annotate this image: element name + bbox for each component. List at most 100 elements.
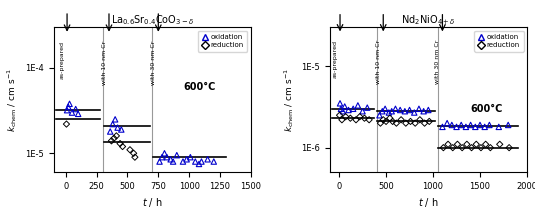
Point bbox=[113, 126, 122, 129]
Point bbox=[401, 110, 409, 113]
Text: with 10 nm Cr: with 10 nm Cr bbox=[102, 41, 106, 85]
Point bbox=[196, 180, 204, 183]
Point bbox=[172, 154, 181, 157]
Point bbox=[504, 123, 513, 127]
Point bbox=[448, 146, 457, 149]
Point bbox=[406, 120, 415, 123]
Point bbox=[157, 177, 165, 181]
Point bbox=[107, 139, 116, 143]
Point bbox=[411, 121, 419, 125]
Point bbox=[388, 120, 397, 123]
Point bbox=[376, 121, 385, 125]
Point bbox=[397, 118, 406, 121]
Text: as-prepared: as-prepared bbox=[333, 40, 338, 78]
Title: Nd$_2$NiO$_{4+\delta}$: Nd$_2$NiO$_{4+\delta}$ bbox=[401, 13, 456, 27]
Point bbox=[485, 123, 494, 127]
Point bbox=[111, 118, 119, 121]
Legend: oxidation, reduction: oxidation, reduction bbox=[475, 31, 524, 52]
Point bbox=[458, 146, 467, 149]
Point bbox=[406, 108, 414, 112]
Point bbox=[480, 125, 489, 129]
Point bbox=[131, 155, 139, 159]
Point bbox=[155, 160, 164, 163]
Point bbox=[158, 155, 166, 159]
Point bbox=[64, 105, 73, 109]
Point bbox=[452, 125, 461, 129]
Point bbox=[162, 176, 170, 179]
Point bbox=[453, 143, 462, 146]
Point bbox=[198, 179, 207, 182]
Point bbox=[159, 179, 167, 182]
Point bbox=[448, 123, 456, 127]
Point bbox=[421, 121, 429, 125]
Point bbox=[68, 111, 77, 114]
Point bbox=[164, 177, 172, 181]
Point bbox=[112, 134, 121, 138]
Point bbox=[443, 121, 452, 125]
Point bbox=[192, 177, 201, 181]
Point bbox=[344, 108, 353, 112]
Text: with 30 nm Cr: with 30 nm Cr bbox=[435, 40, 440, 84]
Point bbox=[415, 107, 423, 110]
Point bbox=[210, 160, 218, 163]
Point bbox=[346, 117, 355, 120]
Point bbox=[401, 121, 410, 125]
Point bbox=[339, 110, 347, 113]
Text: with 10 nm Cr: with 10 nm Cr bbox=[376, 40, 381, 84]
Point bbox=[439, 146, 448, 149]
Point bbox=[382, 120, 391, 123]
Point bbox=[444, 143, 453, 146]
Point bbox=[467, 123, 475, 127]
Point bbox=[495, 143, 504, 146]
Point bbox=[387, 110, 396, 113]
Text: as-prepared: as-prepared bbox=[60, 41, 65, 79]
Point bbox=[505, 146, 514, 149]
Point bbox=[109, 122, 117, 126]
Point bbox=[336, 102, 345, 105]
Point bbox=[71, 107, 80, 111]
Point bbox=[365, 118, 373, 121]
Point bbox=[186, 155, 195, 159]
Point bbox=[211, 179, 219, 182]
Point bbox=[169, 160, 178, 163]
Point bbox=[457, 123, 465, 127]
Point bbox=[184, 179, 192, 182]
Point bbox=[381, 107, 389, 110]
Point bbox=[341, 115, 350, 118]
Point bbox=[462, 125, 470, 129]
Point bbox=[358, 110, 367, 113]
X-axis label: $t$ / h: $t$ / h bbox=[142, 197, 163, 210]
Point bbox=[386, 117, 394, 120]
Point bbox=[180, 177, 188, 181]
Point bbox=[167, 178, 176, 181]
Title: La$_{0.6}$Sr$_{0.4}$CoO$_{3-\delta}$: La$_{0.6}$Sr$_{0.4}$CoO$_{3-\delta}$ bbox=[111, 13, 194, 27]
Point bbox=[110, 136, 118, 140]
Point bbox=[129, 152, 138, 155]
Point bbox=[187, 178, 196, 181]
Point bbox=[385, 111, 393, 114]
Point bbox=[204, 177, 213, 181]
Point bbox=[179, 160, 187, 163]
Point bbox=[197, 160, 206, 163]
Text: 600°C: 600°C bbox=[471, 104, 503, 114]
Point bbox=[471, 125, 479, 129]
Point bbox=[163, 155, 171, 159]
Point bbox=[340, 105, 349, 108]
Point bbox=[477, 146, 485, 149]
Point bbox=[195, 162, 203, 166]
Point bbox=[396, 108, 404, 112]
Point bbox=[338, 118, 346, 121]
Point bbox=[182, 158, 191, 161]
Point bbox=[419, 110, 428, 113]
Point bbox=[355, 115, 364, 118]
Point bbox=[337, 107, 345, 110]
Point bbox=[425, 120, 433, 123]
Point bbox=[463, 143, 471, 146]
Point bbox=[486, 146, 495, 149]
Legend: oxidation, reduction: oxidation, reduction bbox=[198, 31, 247, 52]
Point bbox=[438, 125, 447, 129]
Point bbox=[126, 148, 134, 151]
Point bbox=[410, 111, 418, 114]
Text: with 30 nm Cr: with 30 nm Cr bbox=[151, 41, 156, 85]
Y-axis label: $k_{\rm chem}$ / cm s$^{-1}$: $k_{\rm chem}$ / cm s$^{-1}$ bbox=[281, 68, 295, 132]
